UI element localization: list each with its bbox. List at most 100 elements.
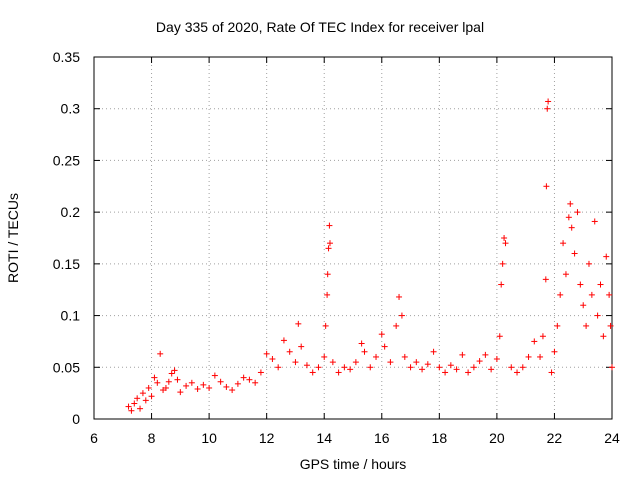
data-point — [413, 359, 420, 366]
data-point — [206, 384, 213, 391]
data-point — [200, 381, 207, 388]
data-point — [183, 382, 190, 389]
x-tick-label: 16 — [374, 430, 390, 446]
data-point — [151, 374, 158, 381]
data-point — [496, 333, 503, 340]
y-tick-label: 0.15 — [53, 256, 80, 272]
data-point — [600, 333, 607, 340]
data-point — [580, 302, 587, 309]
data-point — [165, 378, 172, 385]
data-point — [585, 260, 592, 267]
data-point — [347, 366, 354, 373]
data-point — [560, 240, 567, 247]
data-point — [545, 98, 552, 105]
data-point — [162, 384, 169, 391]
data-point — [571, 250, 578, 257]
chart-title: Day 335 of 2020, Rate Of TEC Index for r… — [156, 19, 484, 35]
axis-ticks: 6 8 10 12 14 16 18 20 22 24 0 0.05 0.1 0.15 0.2 0.25 0.3… — [53, 49, 620, 446]
y-tick-label: 0.3 — [61, 101, 81, 117]
data-point — [154, 379, 161, 386]
data-point — [565, 214, 572, 221]
data-point — [211, 372, 218, 379]
plot-border — [93, 56, 613, 420]
x-tick-label: 8 — [148, 430, 156, 446]
y-tick-label: 0.2 — [61, 204, 81, 220]
data-point — [217, 378, 224, 385]
data-point — [280, 337, 287, 344]
data-point — [286, 348, 293, 355]
data-point — [537, 353, 544, 360]
x-tick-label: 24 — [604, 430, 620, 446]
data-point — [174, 376, 181, 383]
data-point — [252, 379, 259, 386]
data-point — [531, 338, 538, 345]
data-point — [263, 350, 270, 357]
data-point — [367, 364, 374, 371]
data-point — [424, 361, 431, 368]
data-point — [606, 291, 613, 298]
data-point — [594, 312, 601, 319]
data-point — [145, 384, 152, 391]
data-point — [322, 322, 329, 329]
data-point — [568, 224, 575, 231]
data-point — [125, 403, 132, 410]
y-axis-label: ROTI / TECUs — [5, 193, 21, 283]
data-point — [470, 364, 477, 371]
data-point — [393, 322, 400, 329]
data-point — [465, 369, 472, 376]
data-point — [508, 364, 515, 371]
data-point — [157, 350, 164, 357]
data-point — [499, 260, 506, 267]
data-point — [325, 245, 332, 252]
data-point — [447, 362, 454, 369]
data-point — [194, 386, 201, 393]
data-point — [324, 291, 331, 298]
data-point — [326, 222, 333, 229]
data-points — [125, 98, 615, 414]
data-point — [501, 235, 508, 241]
data-point — [577, 281, 584, 288]
data-point — [309, 369, 316, 376]
y-tick-label: 0 — [72, 411, 80, 427]
data-point — [476, 358, 483, 365]
x-axis-label: GPS time / hours — [300, 456, 407, 472]
y-tick-label: 0.35 — [53, 49, 80, 65]
data-point — [139, 390, 146, 397]
data-point — [303, 362, 310, 369]
data-point — [269, 356, 276, 363]
data-point — [321, 353, 328, 360]
axis-labels: Day 335 of 2020, Rate Of TEC Index for r… — [5, 19, 484, 472]
data-point — [548, 369, 555, 376]
data-point — [488, 366, 495, 373]
x-tick-label: 6 — [90, 430, 98, 446]
data-point — [246, 376, 253, 383]
data-point — [373, 353, 380, 360]
data-point — [257, 369, 264, 376]
data-point — [401, 353, 408, 360]
data-point — [436, 364, 443, 371]
data-point — [324, 271, 331, 278]
data-point — [544, 105, 551, 112]
data-point — [240, 374, 247, 381]
data-point — [562, 271, 569, 278]
data-point — [298, 343, 305, 350]
data-point — [234, 380, 241, 387]
data-point — [442, 369, 449, 376]
data-point — [554, 322, 561, 329]
data-point — [502, 240, 509, 247]
data-point — [542, 276, 549, 283]
y-tick-label: 0.25 — [53, 152, 80, 168]
data-point — [603, 253, 610, 260]
data-point — [557, 291, 564, 298]
grid — [94, 57, 612, 419]
data-point — [168, 370, 175, 377]
plot-frame — [93, 56, 613, 420]
data-point — [352, 359, 359, 366]
data-point — [597, 281, 604, 288]
y-tick-label: 0.1 — [61, 308, 81, 324]
data-point — [539, 333, 546, 340]
data-point — [583, 322, 590, 329]
data-point — [171, 367, 178, 374]
data-point — [177, 389, 184, 396]
data-point — [315, 364, 322, 371]
